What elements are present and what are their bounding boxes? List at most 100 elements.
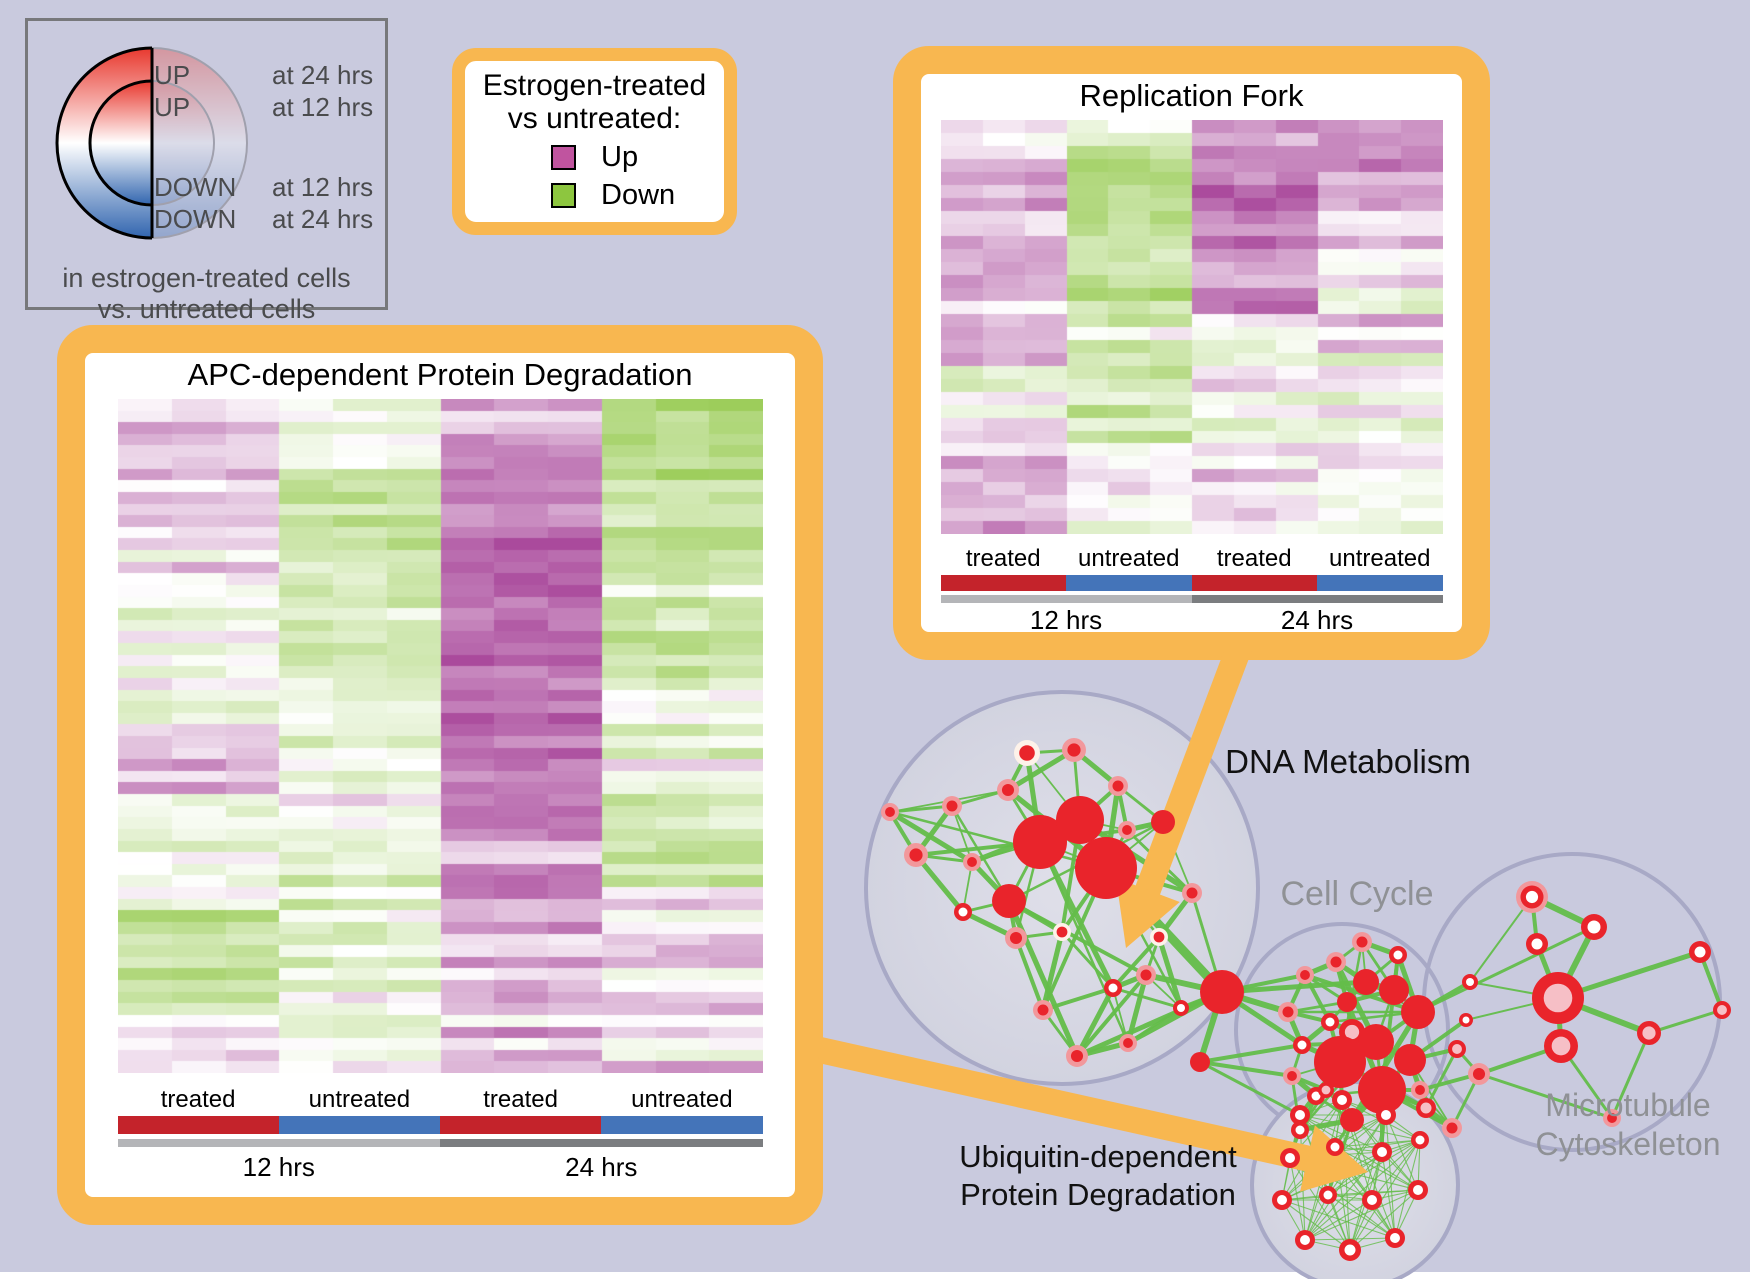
network-edge [1112, 986, 1182, 1010]
legend-time: at 12 hrs [272, 172, 374, 202]
network-edge [1008, 899, 1147, 977]
network-edge [1327, 1194, 1396, 1239]
untreated-bar [601, 1116, 763, 1134]
network-node-core [1415, 1135, 1425, 1145]
replication-fork-panel: Replication Fork treated untreated treat… [893, 46, 1490, 660]
legend-time: at 24 hrs [272, 204, 374, 234]
treated-bar [117, 1116, 279, 1134]
cluster-label-dna: DNA Metabolism [1225, 743, 1471, 780]
network-node [1401, 995, 1435, 1029]
network-node-core [1123, 1038, 1133, 1048]
24hrs-bar [1191, 595, 1443, 603]
updown-gradient-legend-icon [55, 46, 248, 240]
network-node-core [1413, 1185, 1423, 1195]
network-edge [1221, 979, 1367, 995]
network-node-core [1344, 1244, 1356, 1256]
network-node [1190, 1052, 1210, 1072]
network-edge [1281, 1199, 1396, 1239]
network-node-core [1140, 969, 1152, 981]
network-node-core [1551, 1036, 1571, 1056]
network-node-core [1356, 936, 1368, 948]
network-node-core [1325, 1017, 1335, 1027]
connector-arrowhead [1300, 1125, 1368, 1192]
network-node [1314, 1036, 1366, 1088]
network-node-core [1330, 956, 1342, 968]
network-node [1337, 992, 1357, 1012]
network-edge [1478, 1072, 1613, 1120]
network-node-core [1717, 1005, 1727, 1015]
apc-heatmap-panel: APC-dependent Protein Degradation treate… [57, 325, 823, 1225]
network-node [1379, 975, 1409, 1005]
network-node-core [1001, 783, 1015, 797]
legend-direction: DOWN [154, 172, 237, 202]
untreated-bar [1066, 575, 1192, 591]
network-node-core [1466, 978, 1474, 986]
time-label: 24 hrs [565, 1152, 638, 1182]
network-node-core [1525, 890, 1539, 904]
network-edge [1040, 931, 1065, 1011]
network-node-core [1531, 938, 1543, 950]
network-edge [1289, 1157, 1351, 1251]
network-node-core [1642, 1026, 1656, 1040]
network-node-core [1108, 983, 1118, 993]
untreated-bar [1317, 575, 1443, 591]
apc-panel-title: APC-dependent Protein Degradation [187, 357, 693, 392]
apc-time-labels: 12 hrs 24 hrs [118, 1152, 763, 1183]
network-node [1358, 1024, 1394, 1060]
network-node-core [1037, 1004, 1049, 1016]
cluster-label-mt: Microtubule Cytoskeleton [1535, 1087, 1721, 1163]
network-edge [1038, 841, 1130, 1044]
time-label: 12 hrs [1029, 605, 1103, 635]
corner-legend: UP at 24 hrs UP at 12 hrs DOWN at 12 hrs… [25, 18, 388, 324]
network-edge [1610, 1032, 1651, 1119]
network-edge [914, 853, 965, 914]
network-node-core [1112, 780, 1124, 792]
legend-row-up12: UP at 12 hrs [154, 93, 373, 121]
network-node-core [1186, 887, 1198, 899]
legend-time: at 24 hrs [272, 60, 374, 90]
network-edge [1385, 1114, 1419, 1191]
network-node-core [1277, 1195, 1287, 1205]
network-node [1200, 970, 1244, 1014]
network-edge [1006, 899, 1080, 1058]
network-node-core [1295, 1125, 1305, 1135]
24hrs-bar [440, 1139, 763, 1147]
network-node-core [1311, 1091, 1321, 1101]
network-node-core [1321, 1085, 1331, 1095]
condition-label: untreated [1329, 545, 1431, 572]
network-node-core [1452, 1044, 1462, 1054]
network-edge [1304, 1139, 1421, 1241]
condition-label: treated [1216, 545, 1292, 572]
condition-label: treated [483, 1086, 558, 1113]
network-node-core [1287, 1071, 1297, 1081]
network-edge [1074, 986, 1116, 1058]
legend-row-down24: DOWN at 24 hrs [154, 205, 373, 233]
cluster-label-cc: Cell Cycle [1280, 875, 1434, 913]
legend-direction: UP [154, 60, 191, 90]
condition-label: untreated [1078, 545, 1180, 572]
network-node-core [958, 907, 968, 917]
network-node-core [1153, 931, 1165, 943]
network-node-core [1297, 1040, 1307, 1050]
legend-direction: UP [154, 92, 191, 122]
network-node-core [1122, 825, 1132, 835]
network-node-core [1344, 1024, 1360, 1040]
network-node-core [1300, 970, 1310, 980]
treated-bar [1191, 575, 1317, 591]
network-node-core [1300, 1235, 1310, 1245]
network-edge [1199, 1060, 1301, 1117]
network-edge [1304, 1189, 1419, 1241]
network-node-core [1285, 1153, 1295, 1163]
network-node-core [967, 857, 977, 867]
network-edge [1006, 747, 1076, 793]
legend-item-down: Down [551, 179, 724, 211]
legend-row-up24: UP at 24 hrs [154, 61, 373, 89]
network-node [1358, 1066, 1406, 1114]
network-edge [1075, 973, 1148, 1058]
network-node-core [1337, 1095, 1347, 1105]
updown-legend-title-line2: vs untreated: [507, 102, 682, 135]
apc-condition-bars [117, 1116, 763, 1134]
rf-time-bars [940, 595, 1443, 603]
